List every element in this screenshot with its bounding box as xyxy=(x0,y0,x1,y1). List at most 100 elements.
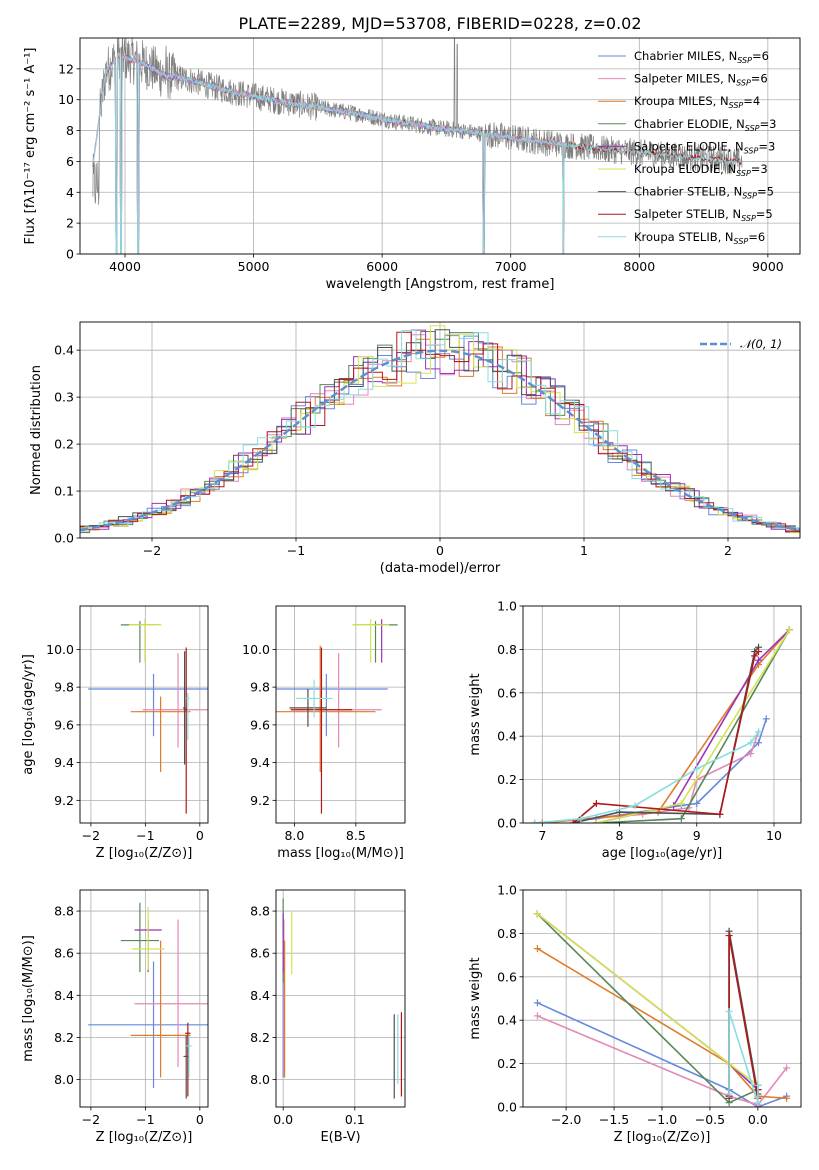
y-tick-label: 12 xyxy=(58,61,74,76)
x-tick-label: 9000 xyxy=(752,259,784,274)
legend-entry-chabrier-elodie: Chabrier ELODIE, NSSP=3 xyxy=(634,117,776,133)
panel-4: 8.0 8.5 9.2 9.4 9.6 9.8 10.0 mass [log₁₀(M/M⊙)] xyxy=(242,605,406,861)
grid xyxy=(80,606,208,823)
x-tick-label: 0.0 xyxy=(748,1112,768,1127)
y-tick-label: 0.8 xyxy=(497,926,517,941)
series-marker-kroupa-stelib xyxy=(754,1081,762,1089)
y-tick-label: 0.8 xyxy=(497,642,517,657)
y-tick-label: 9.2 xyxy=(250,793,270,808)
legend-entry-chabrier-stelib: Chabrier STELIB, NSSP=5 xyxy=(634,185,774,201)
y-tick-label: 8.0 xyxy=(54,1072,74,1087)
series-marker-chabrier-miles xyxy=(533,999,541,1007)
figure-title: PLATE=2289, MJD=53708, FIBERID=0228, z=0… xyxy=(238,14,641,33)
y-axis-label: Flux [fλ10⁻¹⁷ erg cm⁻² s⁻¹ A⁻¹] xyxy=(23,48,38,245)
grid xyxy=(276,890,405,1107)
model-spectrum-chabrier-miles xyxy=(92,53,565,254)
series-marker-kroupa-stelib xyxy=(747,739,755,747)
grid xyxy=(523,889,801,1108)
y-tick-label: 0.6 xyxy=(497,685,517,700)
y-tick-label: 0.4 xyxy=(54,343,74,358)
series-marker-chabrier-miles xyxy=(755,739,763,747)
x-tick-label: 0 xyxy=(436,543,444,558)
x-tick-label: 8 xyxy=(616,828,624,843)
series-line-chabrier-stelib xyxy=(573,646,760,823)
x-tick-label: 8.5 xyxy=(346,828,366,843)
series-marker-salpeter-miles xyxy=(533,1012,541,1020)
axes-frame xyxy=(275,605,406,824)
series-marker-salpeter-stelib xyxy=(751,652,759,660)
y-tick-label: 1.0 xyxy=(497,599,517,614)
series-marker-kroupa-stelib xyxy=(631,802,639,810)
y-tick-label: 0.0 xyxy=(54,531,74,546)
plot-area xyxy=(276,619,398,814)
series-line-kroupa-miles xyxy=(542,629,790,823)
axes-frame xyxy=(79,889,209,1108)
y-tick-label: 10.0 xyxy=(46,642,74,657)
x-axis-label: Z [log₁₀(Z/Z⊙)] xyxy=(96,1130,193,1145)
x-tick-label: −2 xyxy=(82,828,100,843)
series-marker-salpeter-stelib xyxy=(569,819,577,823)
model-spectrum-kroupa-stelib xyxy=(92,51,742,254)
x-tick-label: −2 xyxy=(143,543,161,558)
panel-5: 7 8 9 10 0.0 0.2 0.4 0.6 0.8 1.0 age [log₁₀(age/yr… xyxy=(468,599,802,861)
panel-2: −2 −1 0 1 2 0.0 0.1 0.2 0.3 0.4 (data-model)/error… xyxy=(29,321,801,576)
legend-entry-gaussian: 𝒩(0, 1) xyxy=(740,337,782,351)
series-line-chabrier-miles xyxy=(537,1002,787,1107)
gaussian-curve xyxy=(80,349,800,531)
y-tick-label: 9.4 xyxy=(54,755,74,770)
series-marker-chabrier-miles xyxy=(693,799,701,807)
legend-entry-kroupa-miles: Kroupa MILES, NSSP=4 xyxy=(634,94,760,110)
x-tick-label: 2 xyxy=(724,543,732,558)
y-tick-label: 9.6 xyxy=(250,717,270,732)
x-axis-label: wavelength [Angstrom, rest frame] xyxy=(326,277,555,292)
series-marker-kroupa-stelib xyxy=(531,819,539,823)
panel-6: −2 −1 0 8.0 8.2 8.4 8.6 8.8 Z [log₁₀(Z/Z⊙)] mass … xyxy=(21,889,209,1145)
series-marker-kroupa-stelib xyxy=(755,728,763,736)
y-tick-label: 8.4 xyxy=(250,988,270,1003)
y-tick-label: 9.4 xyxy=(250,755,270,770)
y-tick-label: 0 xyxy=(66,247,74,262)
x-tick-label: 0 xyxy=(196,828,204,843)
plot-area xyxy=(80,325,800,535)
panel-1: 4000 5000 6000 7000 8000 9000 0 2 4 6 8 10 12 wavelen… xyxy=(23,37,801,292)
series-line-chabrier-miles xyxy=(534,718,768,823)
y-tick-label: 8.2 xyxy=(54,1030,74,1045)
y-tick-label: 10.0 xyxy=(242,642,270,657)
series-marker-salpeter-stelib xyxy=(592,799,600,807)
plot-area xyxy=(531,626,793,823)
series-line-chabrier-elodie xyxy=(536,913,759,1104)
x-tick-label: 8000 xyxy=(623,259,655,274)
y-axis-label: age [log₁₀(age/yr)] xyxy=(21,654,36,775)
plot-area xyxy=(282,898,403,1099)
panel-7: 0.0 0.1 8.0 8.2 8.4 8.6 8.8 E(B-V) xyxy=(250,889,406,1145)
y-tick-label: 1.0 xyxy=(497,883,517,898)
x-axis-label: age [log₁₀(age/yr)] xyxy=(602,846,723,861)
series-marker-chabrier-miles xyxy=(762,715,770,723)
y-tick-label: 8.8 xyxy=(250,904,270,919)
x-tick-label: 7 xyxy=(538,828,546,843)
y-tick-label: 2 xyxy=(66,216,74,231)
series-marker-salpeter-miles xyxy=(747,750,755,758)
plot-area xyxy=(88,619,208,814)
grid xyxy=(80,890,208,1107)
series-marker-salpeter-stelib xyxy=(755,648,763,656)
y-tick-label: 8 xyxy=(66,123,74,138)
x-tick-label: 6000 xyxy=(366,259,398,274)
series-marker-kroupa-elodie xyxy=(677,799,685,807)
legend-entry-kroupa-stelib: Kroupa STELIB, NSSP=6 xyxy=(634,230,765,246)
x-tick-label: −1.5 xyxy=(599,1112,629,1127)
series-line-salpeter-stelib xyxy=(572,651,760,823)
y-tick-label: 0.4 xyxy=(497,1013,517,1028)
model-spectrum-salpeter-miles xyxy=(92,53,565,254)
series-marker-kroupa-elodie xyxy=(592,819,600,823)
legend-entry-chabrier-miles: Chabrier MILES, NSSP=6 xyxy=(634,49,769,65)
y-axis-label: mass [log₁₀(M/M⊙)] xyxy=(21,935,36,1062)
y-tick-label: 9.6 xyxy=(54,717,74,732)
y-tick-label: 0.2 xyxy=(54,437,74,452)
y-tick-label: 4 xyxy=(66,185,74,200)
x-tick-label: −2 xyxy=(82,1112,100,1127)
y-tick-label: 9.8 xyxy=(54,680,74,695)
y-tick-label: 10 xyxy=(58,92,74,107)
y-axis-label: mass weight xyxy=(468,673,483,755)
y-tick-label: 8.8 xyxy=(54,904,74,919)
